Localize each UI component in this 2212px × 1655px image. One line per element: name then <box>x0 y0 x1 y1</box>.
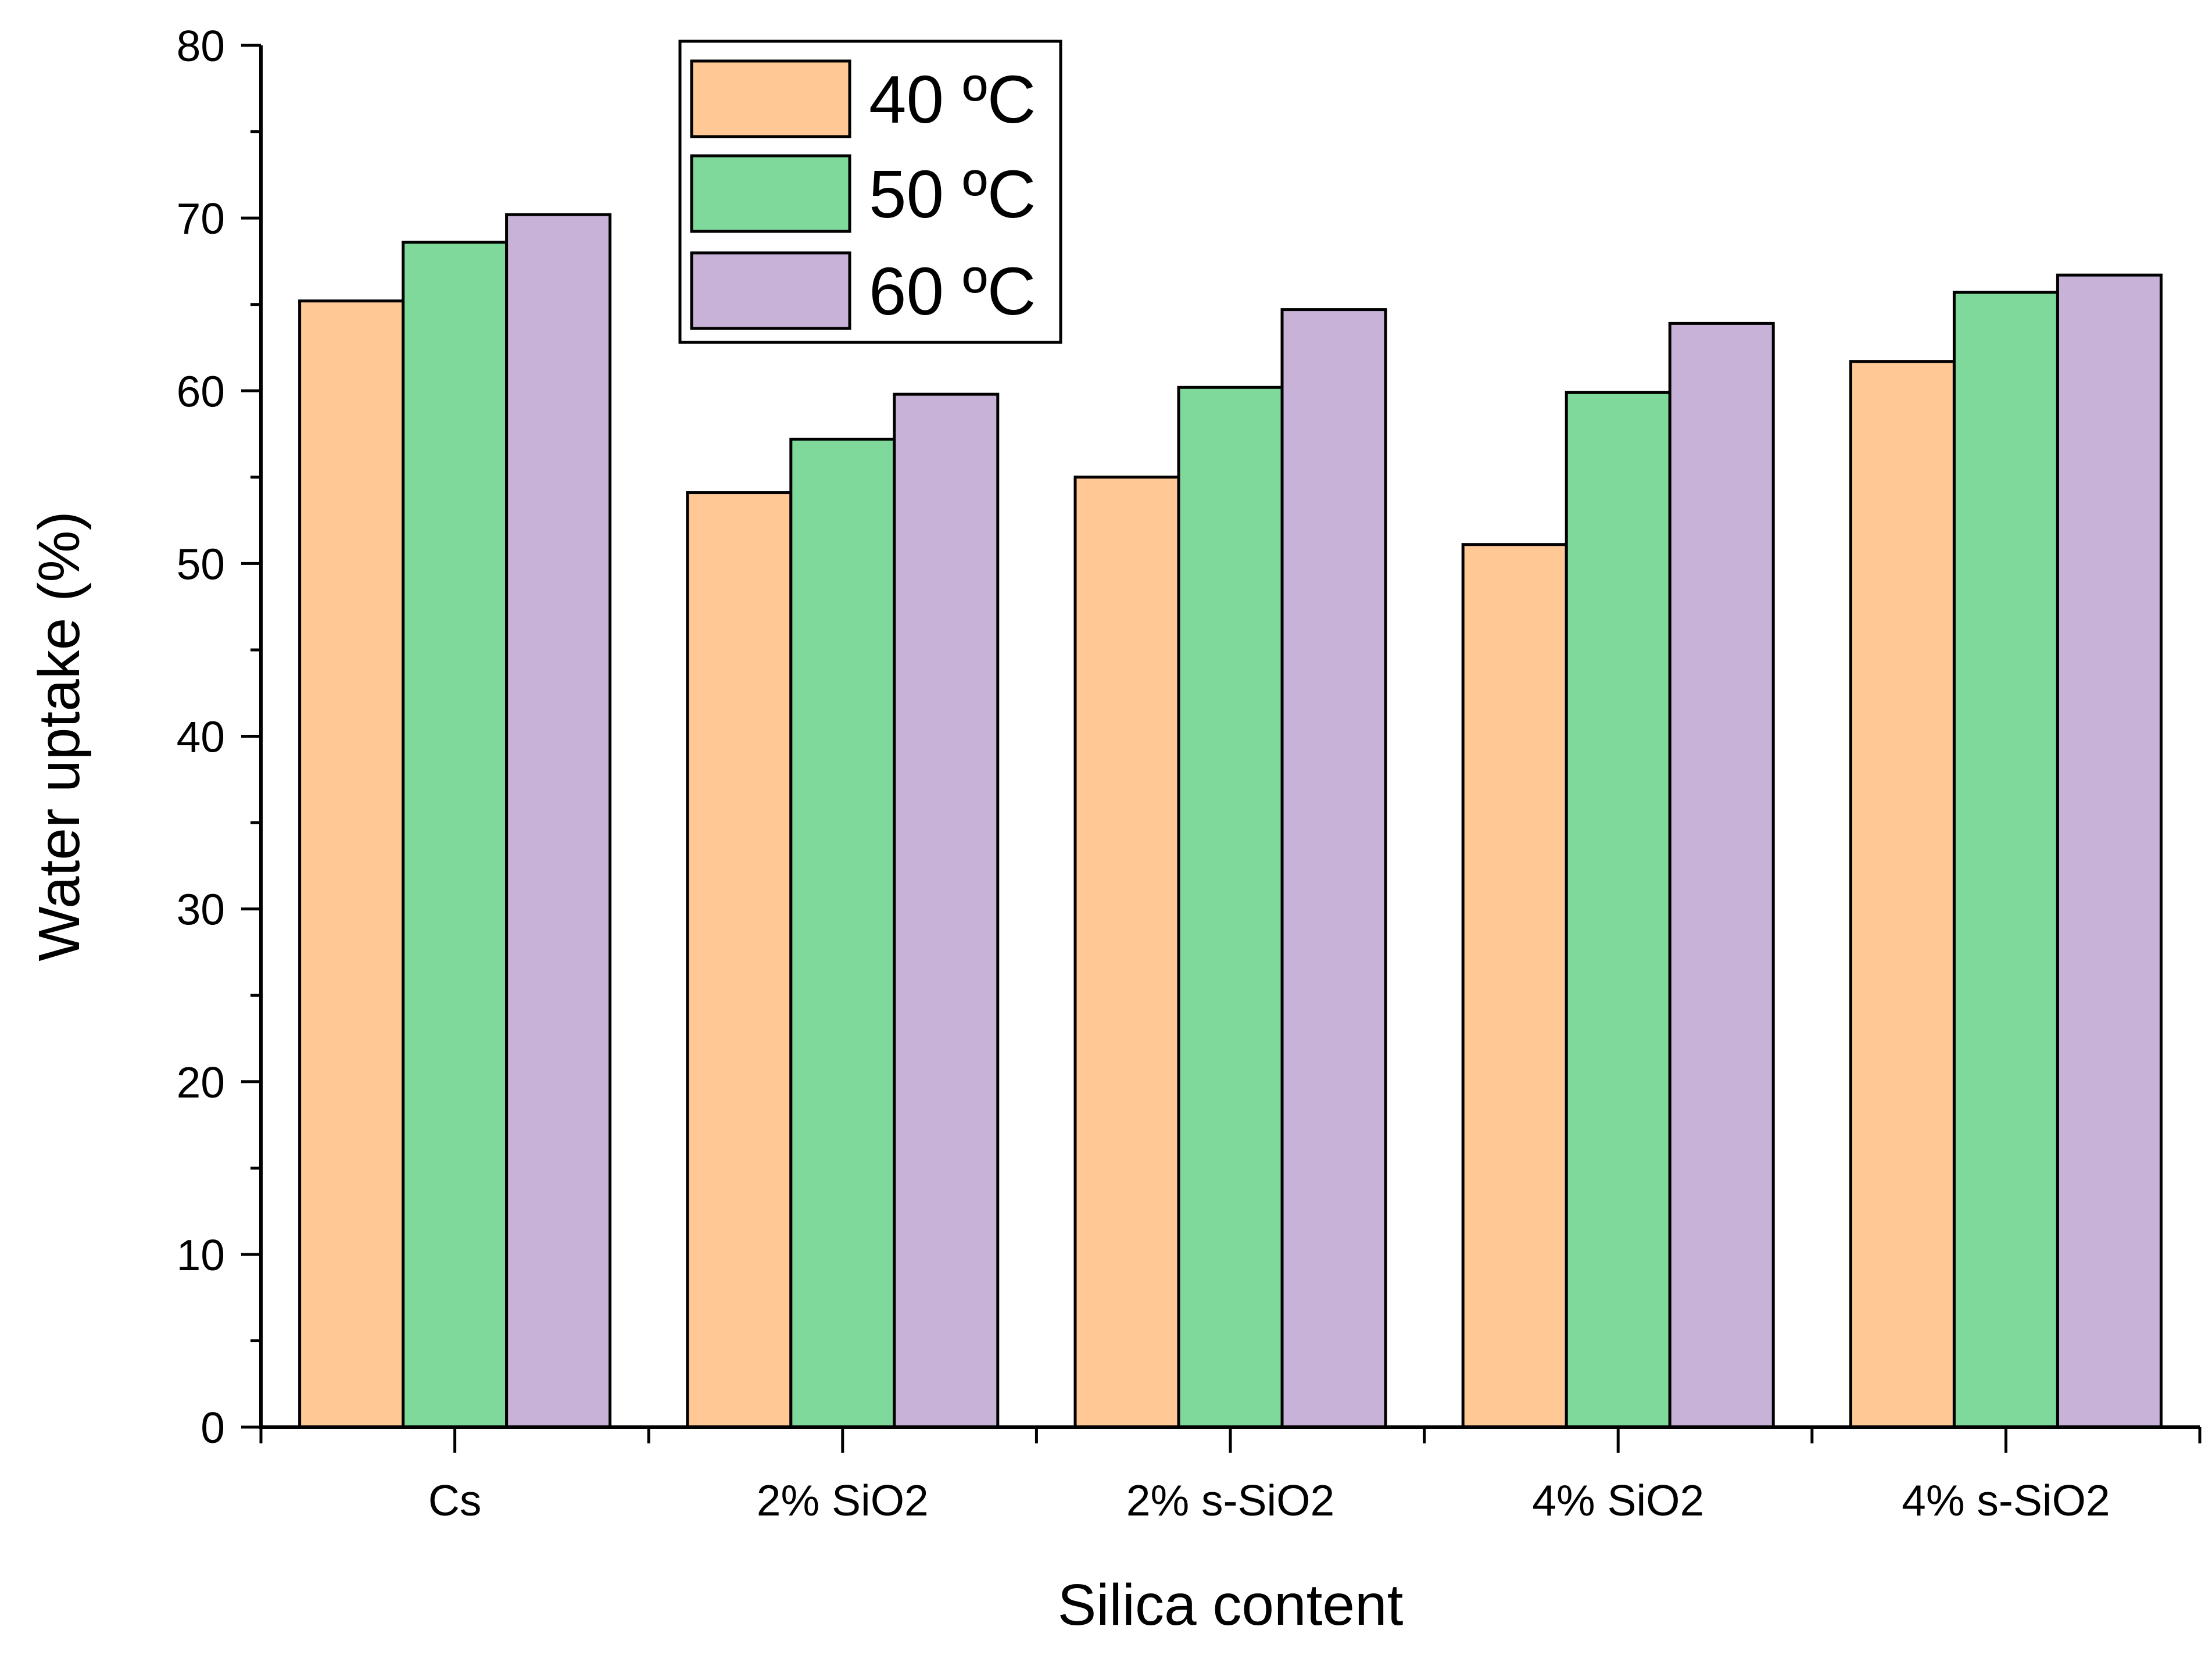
x-tick-label: 2% s-SiO2 <box>1126 1476 1334 1525</box>
bar-5-series-3 <box>2056 273 2163 1429</box>
legend-label-3: 60 ºC <box>869 253 1036 329</box>
legend-label-2: 50 ºC <box>869 156 1036 232</box>
x-tick-label: 4% s-SiO2 <box>1902 1476 2110 1525</box>
bar-2-series-2 <box>789 437 896 1429</box>
bar-1-series-1 <box>298 299 405 1429</box>
legend-swatch-1 <box>690 59 851 138</box>
y-axis-ticks: 0 10 20 30 40 50 60 70 80 <box>177 22 261 1452</box>
legend-label-1: 40 ºC <box>869 62 1036 137</box>
x-axis-title: Silica content <box>1058 1572 1404 1638</box>
y-tick-label: 40 <box>177 713 225 762</box>
y-tick-label: 60 <box>177 367 225 416</box>
bar-2-series-1 <box>686 491 793 1429</box>
bar-5-series-1 <box>1849 360 1956 1429</box>
y-tick-label: 70 <box>177 194 225 243</box>
x-tick-label: 4% SiO2 <box>1532 1476 1704 1525</box>
bar-4-series-2 <box>1565 391 1671 1429</box>
bar-1-series-3 <box>505 213 612 1429</box>
bars-layer <box>298 213 2163 1429</box>
y-tick-label: 10 <box>177 1231 225 1279</box>
y-tick-label: 80 <box>177 22 225 70</box>
legend-swatch-3 <box>690 251 851 330</box>
bar-4-series-1 <box>1461 543 1568 1429</box>
bar-3-series-2 <box>1177 385 1284 1429</box>
bar-4-series-3 <box>1668 321 1775 1429</box>
bar-3-series-1 <box>1073 476 1180 1429</box>
y-axis-title: Water uptake (%) <box>27 511 92 961</box>
y-tick-label: 50 <box>177 539 225 588</box>
bar-5-series-2 <box>1952 291 2059 1429</box>
legend: 40 ºC 50 ºC 60 ºC <box>678 40 1062 344</box>
x-tick-label: Cs <box>428 1476 482 1525</box>
legend-swatch-2 <box>690 154 851 233</box>
bar-2-series-3 <box>893 392 1000 1429</box>
y-tick-label: 0 <box>201 1403 225 1452</box>
y-tick-label: 30 <box>177 885 225 934</box>
x-tick-label: 2% SiO2 <box>757 1476 929 1525</box>
bar-1-series-2 <box>402 241 509 1429</box>
y-tick-label: 20 <box>177 1058 225 1107</box>
x-axis-ticks: Cs 2% SiO2 2% s-SiO2 4% SiO2 4% s-SiO2 <box>259 1427 2202 1525</box>
bar-3-series-3 <box>1280 308 1387 1429</box>
